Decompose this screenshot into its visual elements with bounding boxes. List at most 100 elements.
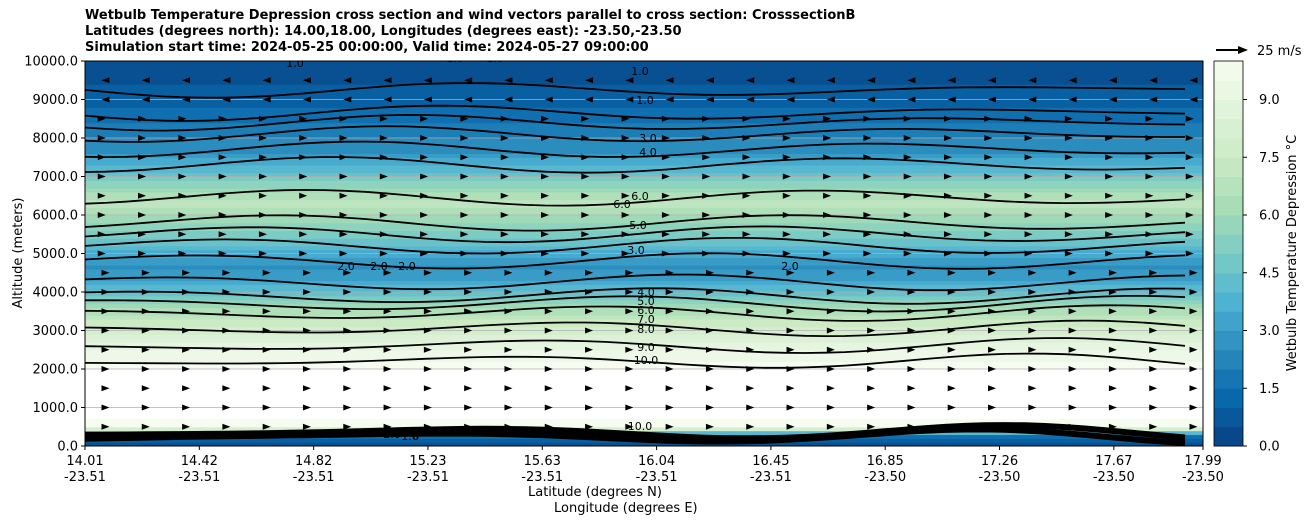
wind-arrow [262, 366, 271, 372]
wind-arrow [746, 308, 755, 315]
wind-arrow [1145, 192, 1154, 199]
wind-arrow [988, 423, 997, 430]
contour-band [85, 141, 1203, 147]
wind-arrow [182, 77, 191, 84]
wind-arrow [420, 135, 429, 141]
wind-arrow [947, 269, 956, 276]
wind-arrow [302, 366, 311, 372]
contour-band [85, 265, 1203, 270]
wind-arrow [907, 346, 916, 353]
wind-arrow [1189, 269, 1198, 276]
colorbar-segment [1214, 157, 1243, 177]
contour-band [85, 149, 1203, 154]
wind-arrow [746, 404, 755, 411]
wind-arrow [423, 77, 432, 84]
wind-arrow [1028, 77, 1037, 84]
wind-arrow [746, 269, 755, 276]
wind-arrow [903, 173, 912, 180]
contour-band [85, 422, 1203, 428]
colorbar-segment [1214, 369, 1243, 389]
wind-arrow [541, 212, 550, 218]
colorbar-tick-label: 6.0 [1259, 209, 1280, 224]
wind-arrow [1105, 154, 1114, 161]
x-tick-label-latitude: 14.82 [295, 454, 332, 469]
wind-arrow [1068, 96, 1077, 103]
wind-arrow [863, 173, 872, 180]
contour-band [85, 99, 1203, 104]
contour-band [85, 138, 1203, 143]
x-tick-label-latitude: 17.26 [981, 454, 1018, 469]
wind-arrow [863, 135, 872, 141]
y-tick-label: 8000.0 [33, 132, 79, 147]
wind-arrow [383, 96, 392, 103]
wind-arrow [826, 289, 835, 295]
wind-arrow [383, 308, 392, 315]
wind-arrow [339, 212, 348, 218]
wind-arrow [581, 154, 590, 161]
wind-arrow [705, 327, 714, 334]
contour-band [85, 188, 1203, 193]
wind-arrow [863, 192, 872, 199]
contour-line [85, 225, 1186, 244]
wind-arrow [500, 212, 509, 218]
y-tick-label: 0.0 [57, 440, 78, 455]
wind-arrow [97, 135, 106, 141]
wind-arrow [1149, 327, 1158, 334]
x-tick-label-latitude: 14.01 [66, 454, 103, 469]
wind-arrow [1189, 289, 1198, 295]
wind-arrow [383, 366, 392, 372]
contour-label: 1.0 [286, 57, 304, 70]
wind-arrow [541, 173, 550, 180]
quiver-key-label: 25 m/s [1257, 44, 1302, 59]
wind-arrow [423, 346, 432, 353]
wind-arrow [742, 173, 751, 180]
wind-arrow [1024, 231, 1033, 238]
wind-arrow [544, 289, 553, 295]
wind-arrow [1105, 212, 1114, 218]
colorbar-segment [1214, 215, 1243, 235]
wind-arrow [1189, 327, 1198, 334]
x-tick-label-latitude: 16.45 [752, 454, 789, 469]
wind-arrow [1105, 135, 1114, 141]
wind-arrow [141, 423, 150, 430]
contour-band [85, 257, 1203, 262]
wind-arrow [1068, 289, 1077, 295]
wind-arrow [1064, 135, 1073, 141]
wind-arrow [1108, 366, 1117, 372]
wind-arrow [786, 289, 795, 295]
wind-arrow [541, 250, 550, 257]
contour-band [85, 295, 1203, 301]
wind-arrow [541, 231, 550, 238]
wind-arrow [339, 231, 348, 238]
wind-arrow [464, 423, 473, 430]
wind-arrow [907, 96, 916, 103]
wind-arrow [178, 135, 187, 141]
wind-arrow [581, 250, 590, 257]
wind-arrow [746, 96, 755, 103]
wind-arrow [423, 289, 432, 295]
contour-label: 8.0 [637, 323, 655, 336]
wind-arrow [343, 346, 352, 353]
wind-arrow [826, 96, 835, 103]
wind-arrow [182, 308, 191, 315]
wind-arrow [504, 346, 513, 353]
wind-arrow [464, 308, 473, 315]
wind-arrow [786, 308, 795, 315]
wind-arrow [299, 173, 308, 180]
wind-arrow [379, 173, 388, 180]
wind-arrow [1108, 346, 1117, 353]
wind-arrow [742, 115, 751, 122]
wind-arrow [541, 115, 550, 122]
wind-arrow [222, 423, 231, 430]
x-tick-label-latitude: 15.63 [524, 454, 561, 469]
wind-arrow [138, 192, 147, 199]
contour-band [85, 211, 1203, 216]
wind-arrow [544, 77, 553, 84]
wind-arrow [258, 135, 267, 141]
x-tick-label-longitude: -23.50 [1093, 470, 1135, 485]
wind-arrow [1149, 404, 1158, 411]
wind-arrow [423, 404, 432, 411]
contour-band [85, 207, 1203, 212]
wind-arrow [581, 135, 590, 141]
wind-arrow [984, 192, 993, 199]
